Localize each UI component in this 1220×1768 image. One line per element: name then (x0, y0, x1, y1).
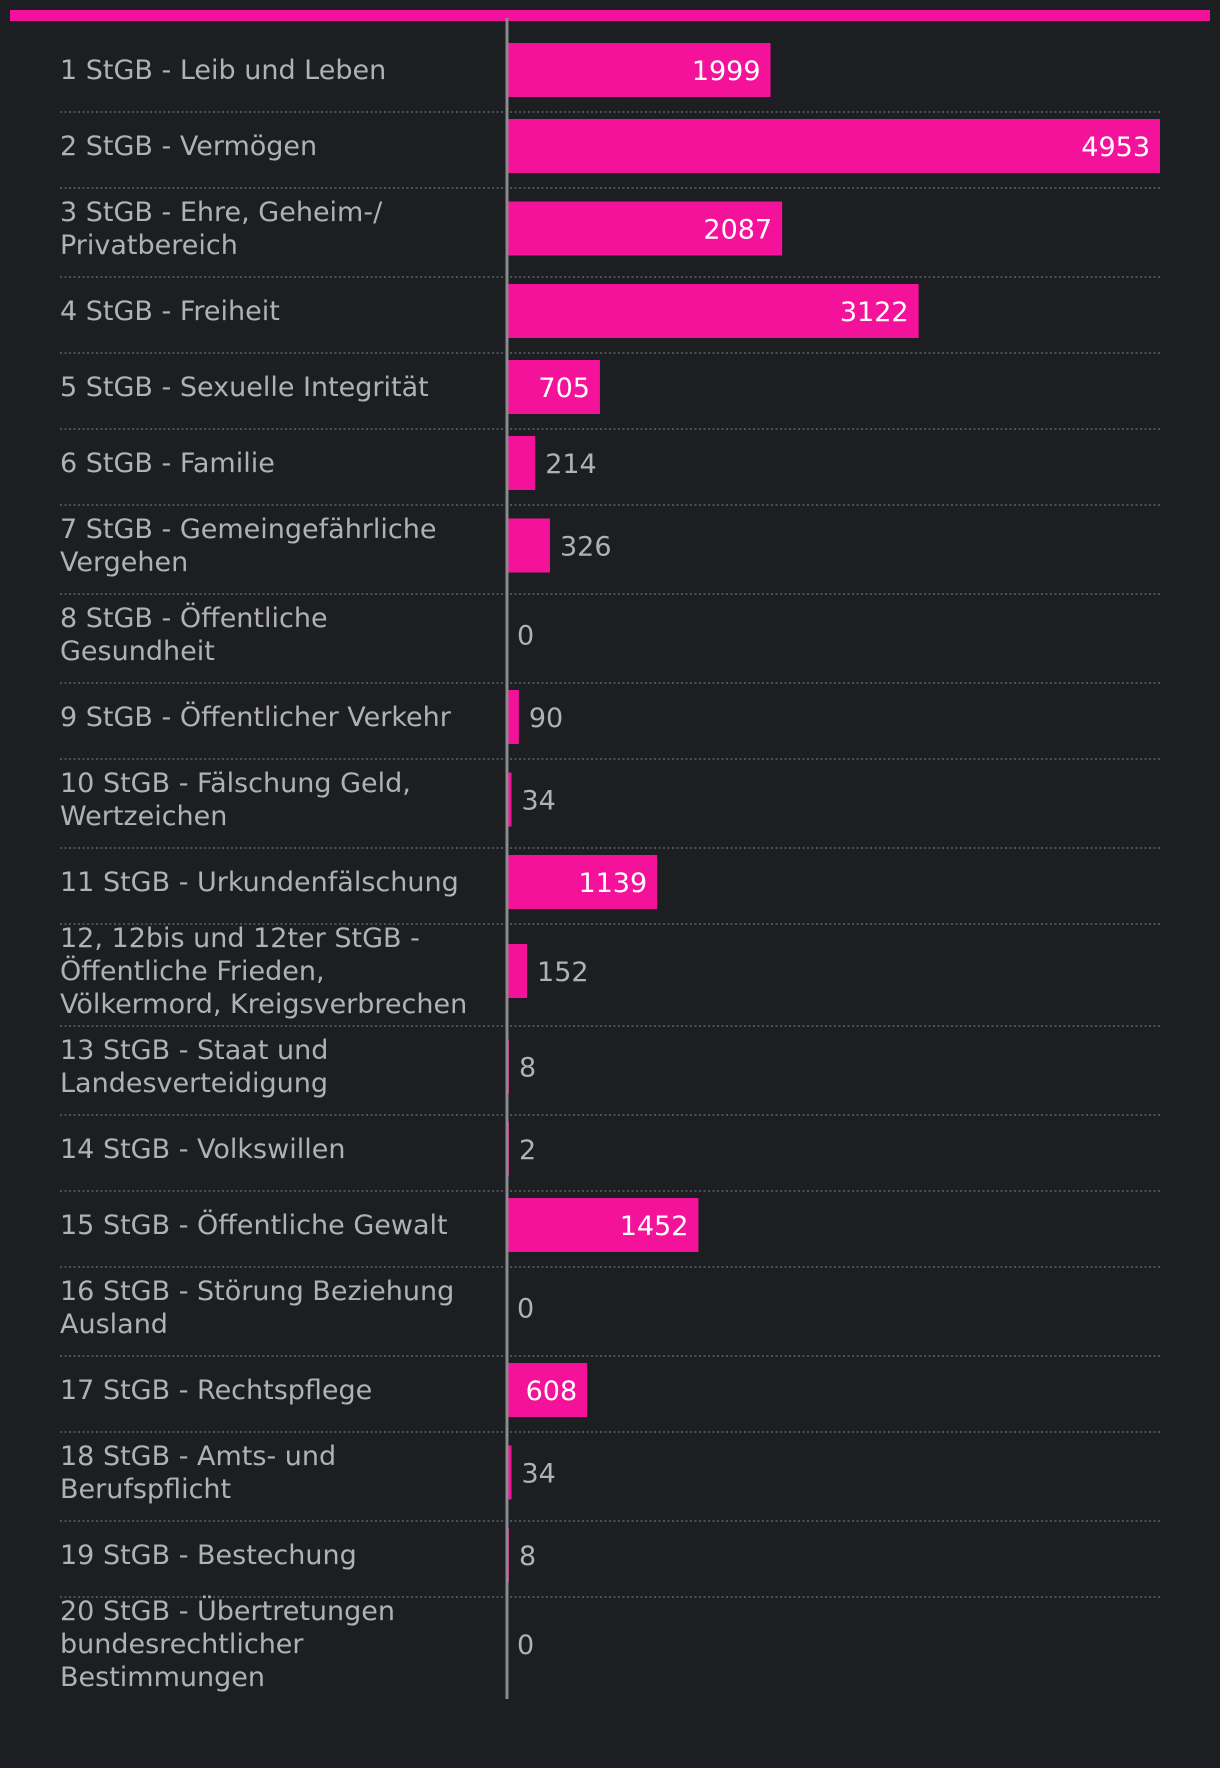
category-label: 2 StGB - Vermögen (60, 131, 317, 162)
category-label: 10 StGB - Fälschung Geld, Wertzeichen (60, 768, 411, 832)
value-label: 4953 (1081, 132, 1150, 163)
bar (507, 1363, 588, 1417)
value-label: 8 (519, 1053, 536, 1084)
value-label: 1452 (620, 1211, 689, 1242)
value-label: 3122 (840, 297, 909, 328)
value-label: 608 (526, 1376, 578, 1407)
value-label: 90 (529, 703, 563, 734)
bar (507, 119, 1160, 173)
category-label: 5 StGB - Sexuelle Integrität (60, 372, 429, 403)
category-label: 8 StGB - Öffentliche Gesundheit (60, 602, 328, 667)
bar (507, 360, 600, 414)
category-label: 16 StGB - Störung Beziehung Ausland (60, 1276, 454, 1340)
bar (507, 855, 658, 909)
category-label: 15 StGB - Öffentliche Gewalt (60, 1209, 448, 1241)
value-label: 1139 (578, 868, 647, 899)
value-label: 8 (519, 1541, 536, 1572)
category-label: 3 StGB - Ehre, Geheim-/Privatbereich (60, 197, 383, 261)
bar (507, 284, 919, 338)
category-label: 9 StGB - Öffentlicher Verkehr (60, 701, 452, 733)
value-label: 214 (545, 449, 597, 480)
bar (507, 690, 519, 744)
value-label: 326 (560, 532, 612, 563)
bar (507, 1445, 512, 1500)
value-label: 0 (517, 1294, 534, 1325)
value-label: 2 (519, 1135, 536, 1166)
category-label: 6 StGB - Familie (60, 448, 275, 479)
value-label: 0 (517, 621, 534, 652)
category-label: 13 StGB - Staat und Landesverteidigung (60, 1035, 328, 1099)
top-accent-bar (10, 10, 1210, 21)
bar (507, 436, 536, 490)
value-label: 34 (521, 786, 555, 817)
bar (507, 201, 783, 256)
bar (507, 1198, 699, 1252)
value-label: 152 (537, 957, 589, 988)
value-label: 705 (538, 373, 590, 404)
category-label: 12, 12bis und 12ter StGB -Öffentliche Fr… (60, 923, 467, 1020)
category-label: 1 StGB - Leib und Leben (60, 55, 386, 86)
value-label: 34 (521, 1459, 555, 1490)
category-label: 17 StGB - Rechtspflege (60, 1375, 372, 1406)
bar (507, 518, 550, 573)
category-label: 7 StGB - Gemeingefährliche Vergehen (60, 514, 436, 578)
bar (507, 944, 528, 998)
category-label: 20 StGB - Übertretungen bundesrechtlicher… (60, 1595, 395, 1693)
category-label: 4 StGB - Freiheit (60, 296, 280, 327)
category-label: 14 StGB - Volkswillen (60, 1134, 345, 1165)
category-label: 18 StGB - Amts- und Berufspflicht (60, 1441, 336, 1505)
category-label: 11 StGB - Urkundenfälschung (60, 867, 459, 898)
value-label: 2087 (703, 215, 772, 246)
category-label: 19 StGB - Bestechung (60, 1540, 357, 1571)
value-label: 1999 (692, 56, 761, 87)
bar (507, 772, 512, 827)
value-label: 0 (517, 1630, 534, 1661)
bar (507, 43, 771, 97)
